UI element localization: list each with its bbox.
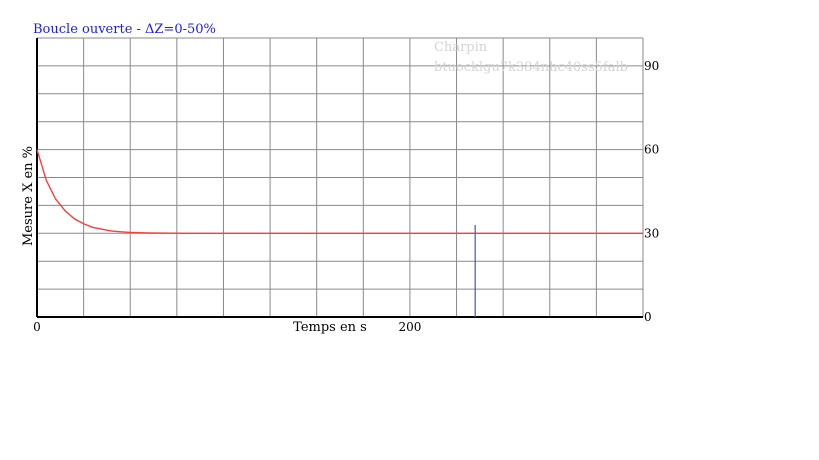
series-line-0 [36,149,643,235]
y-tick-label: 0 [644,310,652,324]
y-tick-label: 30 [644,226,659,240]
series [36,149,643,317]
chart-title: Boucle ouverte - ΔZ=0-50% [33,22,216,37]
y-axis-label: Mesure X en % [21,146,36,246]
watermark: Charpin btuocklgu7k384nhc40ss5falb [434,40,628,75]
y-tick-label: 60 [644,143,659,157]
y-tick-label: 90 [644,59,659,73]
x-tick-label: 0 [33,320,41,334]
watermark-line-2: btuocklgu7k384nhc40ss5falb [434,60,628,75]
x-tick-label: 200 [398,320,421,334]
grid [37,37,644,317]
watermark-line-1: Charpin [434,40,488,55]
tick-labels: 0 200 0 30 60 90 [33,59,659,334]
axes [36,38,643,318]
x-axis-label: Temps en s [293,320,367,335]
